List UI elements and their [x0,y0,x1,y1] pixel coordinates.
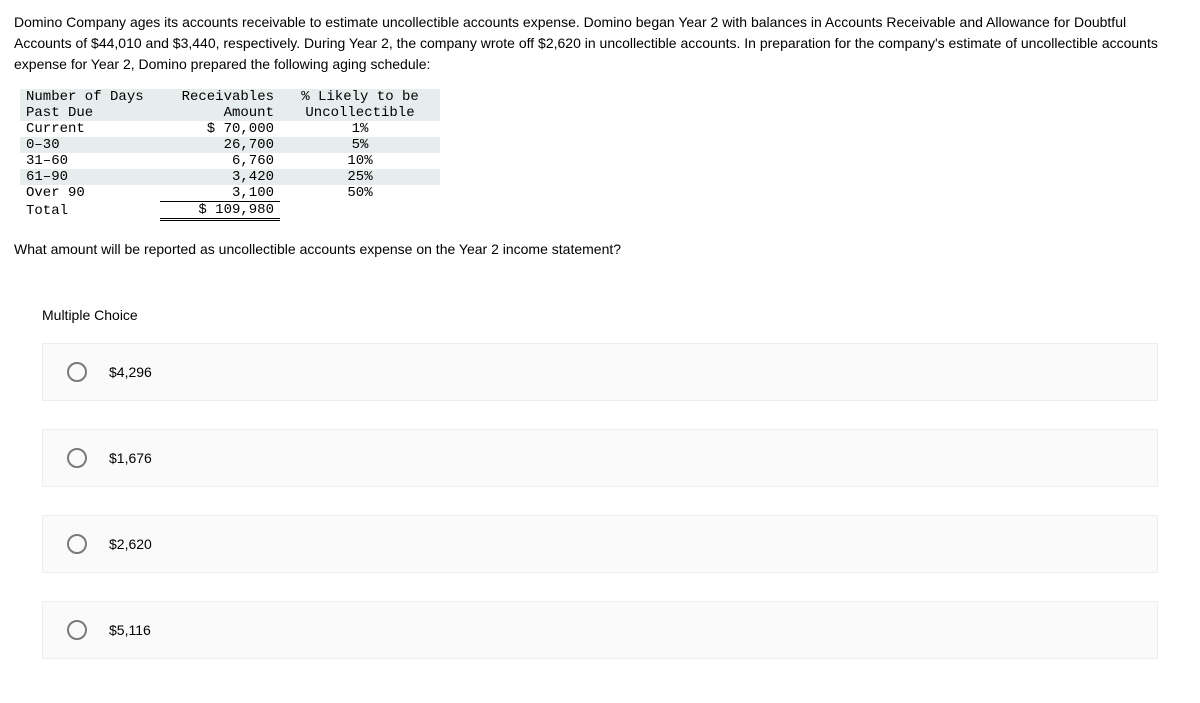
row-days: 61–90 [20,169,160,185]
problem-intro: Domino Company ages its accounts receiva… [14,12,1186,75]
row-amt: 6,760 [160,153,280,169]
choice-option[interactable]: $4,296 [42,343,1158,401]
radio-icon [67,620,87,640]
multiple-choice-label: Multiple Choice [42,307,1186,323]
header-pct-l2: Uncollectible [280,105,440,121]
choice-list: $4,296 $1,676 $2,620 $5,116 [42,343,1158,659]
row-days: Over 90 [20,185,160,202]
choice-option[interactable]: $1,676 [42,429,1158,487]
row-days: 31–60 [20,153,160,169]
header-pct-l1: % Likely to be [280,89,440,105]
radio-icon [67,448,87,468]
row-amt: 3,420 [160,169,280,185]
choice-option[interactable]: $2,620 [42,515,1158,573]
total-amount: $ 109,980 [160,202,280,220]
choice-label: $2,620 [109,536,152,552]
row-days: Current [20,121,160,137]
row-pct: 10% [280,153,440,169]
row-pct: 5% [280,137,440,153]
total-blank [280,202,440,220]
choice-label: $1,676 [109,450,152,466]
header-amt-l1: Receivables [160,89,280,105]
question-text: What amount will be reported as uncollec… [14,241,1186,257]
row-days: 0–30 [20,137,160,153]
header-amt-l2: Amount [160,105,280,121]
header-days-l2: Past Due [20,105,160,121]
total-label: Total [20,202,160,220]
choice-label: $4,296 [109,364,152,380]
row-pct: 50% [280,185,440,202]
row-amt: 26,700 [160,137,280,153]
row-amt: $ 70,000 [160,121,280,137]
row-pct: 25% [280,169,440,185]
radio-icon [67,362,87,382]
choice-label: $5,116 [109,622,151,638]
header-days-l1: Number of Days [20,89,160,105]
row-amt: 3,100 [160,185,280,202]
radio-icon [67,534,87,554]
aging-schedule-table: Number of Days Receivables % Likely to b… [20,89,440,221]
choice-option[interactable]: $5,116 [42,601,1158,659]
row-pct: 1% [280,121,440,137]
